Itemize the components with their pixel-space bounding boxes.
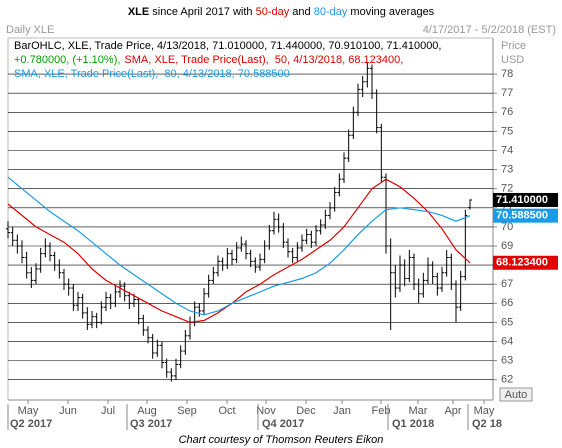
auto-button-label[interactable]: Auto (505, 389, 528, 401)
year-label: Q3 2017 (130, 418, 172, 430)
title-part: 50-day (256, 6, 290, 18)
legend-entry: BarOHLC, XLE, Trade Price, 4/13/2018, 71… (14, 40, 442, 52)
last-value-box (493, 192, 558, 207)
y-axis-label: USD (501, 54, 524, 66)
x-tick-label: Aug (137, 405, 157, 417)
source-label: Daily XLE (6, 24, 54, 36)
title-part: 80-day (314, 6, 348, 18)
x-tick-label: Dec (296, 405, 316, 417)
x-tick-label: Feb (372, 405, 391, 417)
y-tick-label: 66 (501, 297, 513, 309)
auto-button[interactable] (499, 387, 533, 402)
footer: Chart courtesy of Thomson Reuters Eikon (179, 434, 384, 446)
date-range: 4/17/2017 - 5/2/2018 (EST) (423, 24, 556, 36)
y-tick-label: 75 (501, 125, 513, 137)
y-tick-label: 65 (501, 316, 513, 328)
x-tick-label: Mar (409, 405, 428, 417)
x-tick-label: Oct (218, 405, 235, 417)
y-tick-label: 78 (501, 68, 513, 80)
moving-average-line (7, 178, 471, 324)
legend-entry: SMA, XLE, Trade Price(Last), 80, 4/13/20… (14, 68, 290, 80)
last-value-box (493, 208, 558, 223)
x-tick-label: Jul (101, 405, 115, 417)
year-label: Q2 18 (472, 418, 502, 430)
x-tick-label: May (474, 405, 495, 417)
y-tick-label: 64 (501, 335, 513, 347)
legend-line: BarOHLC, XLE, Trade Price, 4/13/2018, 71… (14, 40, 442, 52)
year-label: Q4 2017 (262, 418, 304, 430)
y-tick-label: 69 (501, 240, 513, 252)
x-tick-label: Sep (177, 405, 197, 417)
year-label: Q1 2018 (392, 418, 434, 430)
y-tick-label: 76 (501, 106, 513, 118)
legend-entry: +0.780000, (+1.10%), (14, 54, 120, 66)
moving-average-line (7, 176, 471, 316)
x-tick-label: Apr (444, 405, 461, 417)
legend-line: +0.780000, (+1.10%), SMA, XLE, Trade Pric… (14, 54, 403, 66)
y-tick-label: 72 (501, 183, 513, 195)
legend-line: SMA, XLE, Trade Price(Last), 80, 4/13/20… (14, 68, 290, 80)
y-tick-label: 63 (501, 355, 513, 367)
last-value-label: 71.410000 (496, 194, 548, 206)
x-tick-label: May (18, 405, 39, 417)
y-tick-label: 74 (501, 144, 513, 156)
x-tick-label: Jan (333, 405, 351, 417)
x-tick-label: Jun (59, 405, 77, 417)
x-tick-label: Nov (256, 405, 276, 417)
last-value-box (493, 255, 558, 270)
title-part: XLE (128, 6, 149, 18)
title-part: and (289, 6, 313, 18)
year-label: Q2 2017 (10, 418, 52, 430)
legend-entry: SMA, XLE, Trade Price(Last), 50, 4/13/20… (124, 54, 403, 66)
y-tick-label: 73 (501, 164, 513, 176)
y-tick-label: 77 (501, 87, 513, 99)
y-axis-label: Price (501, 40, 526, 52)
title-part: moving averages (347, 6, 434, 18)
last-value-label: 68.123400 (496, 257, 548, 269)
last-value-label: 70.588500 (496, 210, 548, 222)
chart-title: XLE since April 2017 with 50-day and 80-… (128, 6, 435, 18)
y-tick-label: 70 (501, 221, 513, 233)
title-part: since April 2017 with (149, 6, 255, 18)
y-tick-label: 62 (501, 374, 513, 386)
y-tick-label: 67 (501, 278, 513, 290)
